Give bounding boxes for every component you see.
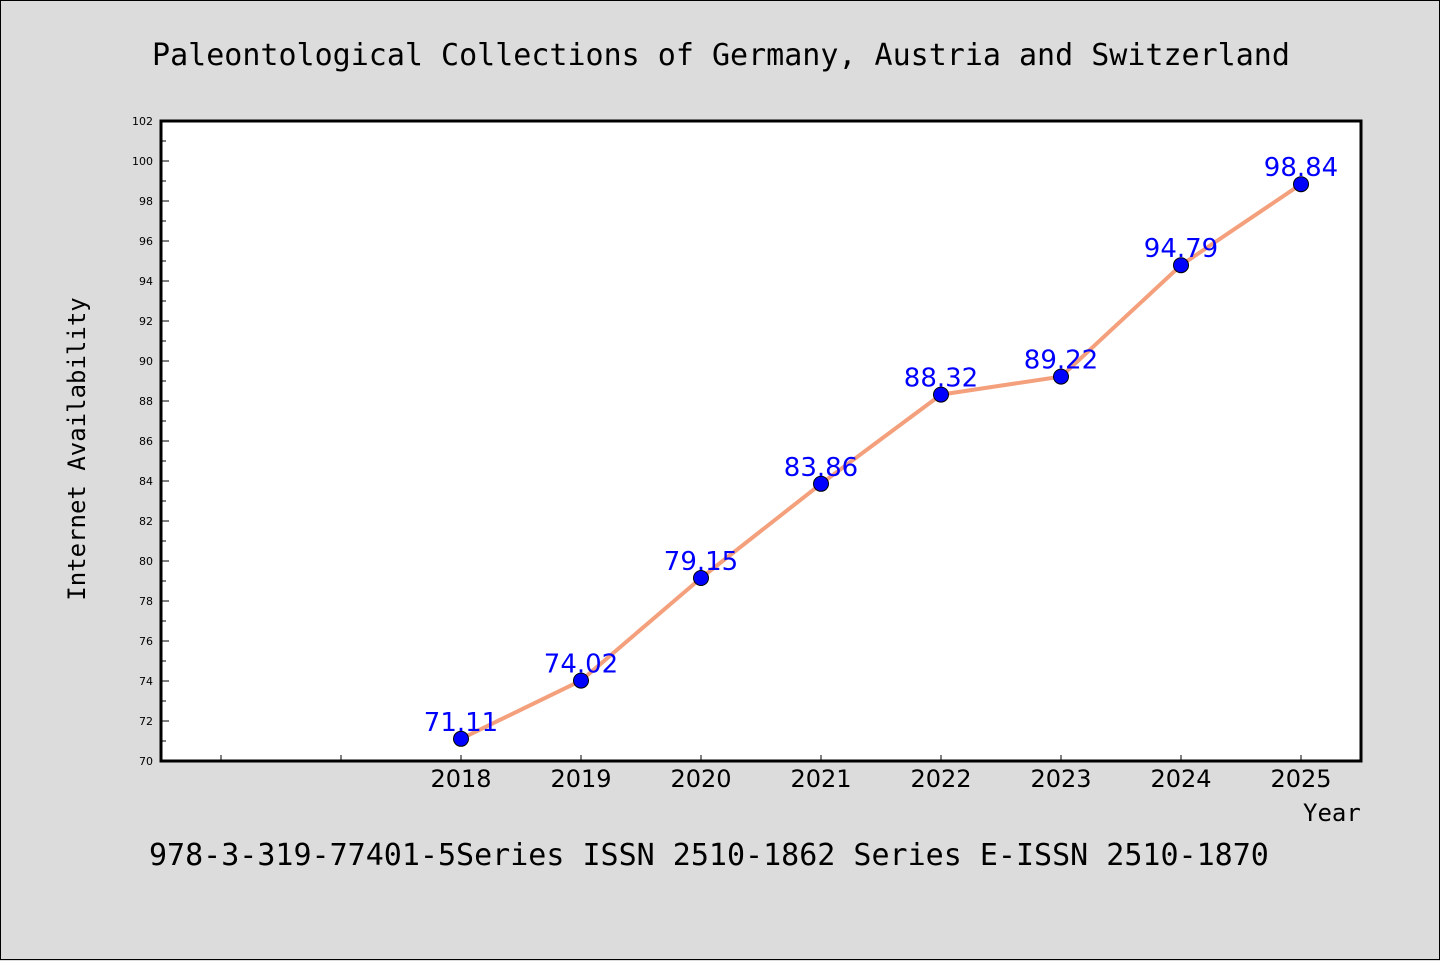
y-tick-label: 94 <box>139 275 153 288</box>
series-layer <box>453 176 1309 747</box>
y-tick-label: 88 <box>139 395 153 408</box>
x-tick-label: 2018 <box>430 765 491 793</box>
x-axis-label: Year <box>1303 799 1361 827</box>
x-tick-label: 2019 <box>550 765 611 793</box>
plot-area <box>159 119 1363 763</box>
data-label: 94.79 <box>1144 234 1218 264</box>
y-tick-label: 92 <box>139 315 153 328</box>
data-point <box>1053 368 1069 385</box>
y-tick-label: 86 <box>139 435 153 448</box>
data-label: 83.86 <box>784 453 858 483</box>
data-point <box>453 730 469 747</box>
y-tick-label: 80 <box>139 555 153 568</box>
y-tick-label: 78 <box>139 595 153 608</box>
x-tick-label: 2023 <box>1030 765 1091 793</box>
y-tick-label: 82 <box>139 515 153 528</box>
y-tick-label: 84 <box>139 475 153 488</box>
data-point <box>1293 176 1309 193</box>
data-label: 98.84 <box>1264 153 1338 183</box>
data-label: 74.02 <box>544 650 618 680</box>
data-point <box>813 475 829 492</box>
footer-text: 978-3-319-77401-5Series ISSN 2510-1862 S… <box>149 838 1269 873</box>
data-label: 88.32 <box>904 364 978 394</box>
chart-title: Paleontological Collections of Germany, … <box>152 38 1290 73</box>
series-line <box>460 182 1303 741</box>
y-tick-label: 70 <box>139 755 153 768</box>
x-tick-label: 2024 <box>1150 765 1211 793</box>
data-point <box>1173 257 1189 274</box>
y-tick-label: 102 <box>132 115 153 128</box>
y-tick-label: 74 <box>139 675 153 688</box>
y-tick-label: 72 <box>139 715 153 728</box>
data-point <box>693 570 709 586</box>
y-tick-label: 96 <box>139 235 153 248</box>
x-tick-label: 2025 <box>1270 765 1331 793</box>
data-label: 71.11 <box>424 708 498 738</box>
y-axis-label: Internet Availability <box>63 297 91 600</box>
y-tick-label: 90 <box>139 355 153 368</box>
data-labels: 71.11 74.02 79.15 83.86 88.32 89.22 94.79 98.84 <box>424 153 1338 738</box>
y-axis: 70 72 74 76 78 80 82 84 86 88 90 92 94 96 98 100 102 <box>132 115 169 768</box>
y-tick-label: 76 <box>139 635 153 648</box>
data-point <box>573 672 589 689</box>
x-axis: 2018 2019 2020 2021 2022 2023 2024 2025 <box>220 755 1332 793</box>
data-label: 89.22 <box>1024 346 1098 376</box>
y-tick-label: 98 <box>139 195 153 208</box>
y-tick-label: 100 <box>132 155 153 168</box>
x-tick-label: 2022 <box>910 765 971 793</box>
x-tick-label: 2020 <box>670 765 731 793</box>
data-point <box>933 386 949 403</box>
data-label: 79.15 <box>664 547 738 577</box>
x-tick-label: 2021 <box>790 765 851 793</box>
